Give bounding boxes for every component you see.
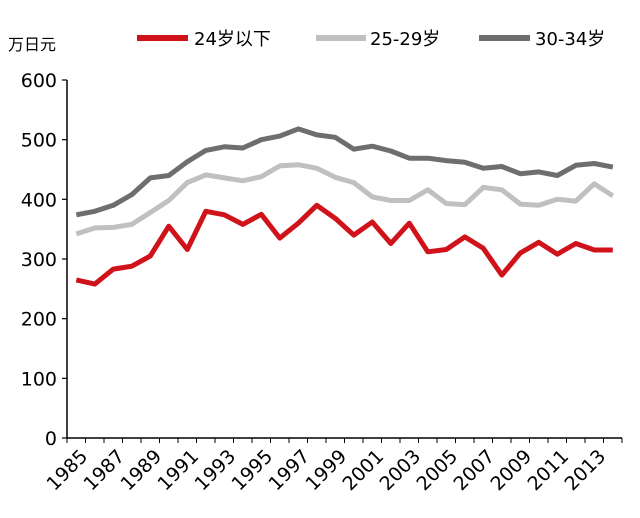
unit-label: 万日元 — [8, 35, 56, 54]
x-tick-label: 1985 — [42, 445, 92, 495]
y-tick-label: 600 — [21, 70, 57, 92]
x-tick-label: 2003 — [375, 445, 425, 495]
x-tick-label: 2007 — [449, 445, 499, 495]
x-tick-label: 2013 — [560, 445, 610, 495]
x-tick-label: 1993 — [190, 445, 240, 495]
x-tick-label: 1989 — [116, 445, 166, 495]
series-lines — [75, 126, 615, 287]
legend-label-25-29: 25-29岁 — [370, 29, 440, 50]
legend-item-30-34: 30-34岁 — [479, 29, 605, 50]
x-tick-label: 2001 — [338, 445, 388, 495]
y-axis-ticks: 0 100 200 300 400 500 600 — [21, 70, 67, 450]
legend: 24岁以下 25-29岁 30-34岁 — [137, 29, 605, 50]
series-line-30-34 — [75, 126, 614, 218]
legend-label-30-34: 30-34岁 — [535, 29, 605, 50]
y-tick-label: 500 — [21, 130, 57, 152]
axes — [66, 80, 622, 439]
y-tick-label: 200 — [21, 309, 57, 331]
y-tick-label: 400 — [21, 189, 57, 211]
legend-label-24-under: 24岁以下 — [194, 29, 271, 50]
y-tick-label: 300 — [21, 249, 57, 271]
x-tick-label: 1999 — [301, 445, 351, 495]
y-tick-label: 0 — [45, 428, 57, 450]
x-tick-label: 2005 — [412, 445, 462, 495]
x-tick-label: 1997 — [264, 445, 314, 495]
x-tick-label: 1991 — [153, 445, 203, 495]
x-tick-label: 1995 — [227, 445, 277, 495]
series-line-24-under — [75, 202, 613, 287]
x-tick-label: 2009 — [486, 445, 536, 495]
y-tick-label: 100 — [21, 368, 57, 390]
x-axis-ticks: 1985198719891991199319951997199920012003… — [42, 438, 623, 495]
legend-item-25-29: 25-29岁 — [316, 29, 440, 50]
series-line-25-29 — [75, 162, 615, 237]
x-tick-label: 2011 — [523, 445, 573, 495]
x-tick-label: 1987 — [79, 445, 129, 495]
legend-item-24-under: 24岁以下 — [137, 29, 271, 50]
